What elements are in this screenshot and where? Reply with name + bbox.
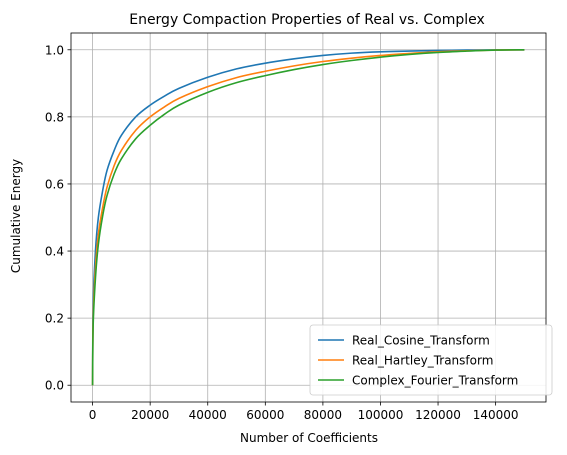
y-tick-label: 0.0 — [45, 379, 64, 393]
y-tick-label: 1.0 — [45, 43, 64, 57]
x-tick-label: 0 — [89, 408, 97, 422]
x-tick-label: 20000 — [131, 408, 169, 422]
axes-frame — [70, 32, 547, 403]
x-tick-label: 80000 — [304, 408, 342, 422]
x-axis-label: Number of Coefficients — [240, 431, 378, 445]
x-tick-label: 120000 — [415, 408, 461, 422]
legend: Real_Cosine_Transform Real_Hartley_Transf… — [309, 324, 553, 396]
legend-label: Complex_Fourier_Transform — [352, 374, 518, 388]
x-tick-label: 100000 — [358, 408, 404, 422]
series-line-real-cosine-transform — [91, 48, 525, 386]
x-tick-label: 40000 — [189, 408, 227, 422]
chart-title: Energy Compaction Properties of Real vs.… — [129, 12, 485, 28]
series-lines — [91, 48, 525, 386]
y-tick-label: 0.6 — [45, 177, 64, 191]
series-line-complex-fourier-transform — [91, 48, 525, 386]
grid — [71, 33, 546, 402]
legend-box — [309, 324, 553, 396]
y-axis-label: Cumulative Energy — [9, 159, 23, 273]
x-tick-label: 140000 — [473, 408, 519, 422]
x-tick-label: 60000 — [246, 408, 284, 422]
y-tick-label: 0.8 — [45, 110, 64, 124]
legend-label: Real_Cosine_Transform — [352, 334, 490, 348]
y-tick-label: 0.4 — [45, 245, 64, 259]
y-tick-label: 0.2 — [45, 312, 64, 326]
legend-label: Real_Hartley_Transform — [352, 354, 493, 368]
axis-ticks: 0 20000 40000 60000 80000 100000 120000 140000 0… — [45, 43, 519, 422]
series-line-real-hartley-transform — [91, 48, 525, 386]
